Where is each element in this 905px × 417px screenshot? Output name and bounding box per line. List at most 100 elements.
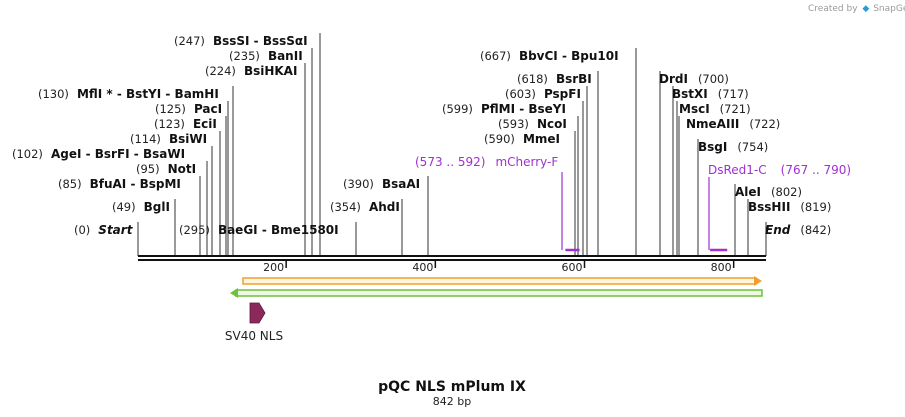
feature-layer: SV40 NLS xyxy=(225,276,763,343)
site-name: BfuAI - BspMI xyxy=(90,177,181,191)
site-bsssi[interactable]: (247) BssSI - BssSαI xyxy=(174,34,308,48)
site-pos: (354) xyxy=(330,200,361,214)
site-pos: (842) xyxy=(800,223,831,237)
feature-green-orf[interactable] xyxy=(230,288,763,298)
primer-layer: (573 .. 592) mCherry-F DsRed1-C (767 .. 790… xyxy=(415,155,851,252)
feature-sv40-nls[interactable]: SV40 NLS xyxy=(225,302,283,343)
site-label-ahdi: (354) AhdI xyxy=(330,200,400,214)
site-noti[interactable]: (95) NotI xyxy=(136,162,196,176)
site-ecii[interactable]: (123) EciI xyxy=(154,117,217,131)
site-label-bbvci: (667) BbvCI - Bpu10I xyxy=(480,49,619,63)
site-paci[interactable]: (125) PacI xyxy=(155,102,222,116)
site-drdi[interactable]: DrdI (700) xyxy=(659,72,729,86)
site-label-drdi: DrdI (700) xyxy=(659,72,729,86)
site-name: MflI * - BstYI - BamHI xyxy=(77,87,219,101)
site-label-bstxi: BstXI (717) xyxy=(672,87,749,101)
site-name: DrdI xyxy=(659,72,688,86)
site-pos: (722) xyxy=(749,117,780,131)
site-bsiwi[interactable]: (114) BsiWI xyxy=(130,132,207,146)
snapgene-logo-icon: ◆ xyxy=(862,4,869,14)
site-name: PspFI xyxy=(544,87,581,101)
site-bstxi[interactable]: BstXI (717) xyxy=(672,87,749,101)
site-start[interactable]: (0) Start xyxy=(74,223,134,237)
site-label-pflmi: (599) PflMI - BseYI xyxy=(442,102,566,116)
site-pos: (700) xyxy=(698,72,729,86)
site-label-paci: (125) PacI xyxy=(155,102,222,116)
site-pos: (721) xyxy=(720,102,751,116)
credit-brand: SnapGene xyxy=(873,4,905,14)
site-labels: (0) Start (49) BglI (85) BfuAI - BspMI(95) Not… xyxy=(12,34,831,237)
site-bbvci[interactable]: (667) BbvCI - Bpu10I xyxy=(480,49,619,63)
site-pos: (295) xyxy=(179,223,210,237)
site-label-baegi: (295) BaeGI - Bme1580I xyxy=(179,223,339,237)
site-pos: (49) xyxy=(112,200,136,214)
site-name: AleI xyxy=(735,185,761,199)
tick-label: 800 xyxy=(711,261,732,274)
primer-label: DsRed1-C (767 .. 790) xyxy=(708,163,851,177)
site-label-noti: (95) NotI xyxy=(136,162,196,176)
site-label-start: (0) Start xyxy=(74,223,134,237)
arrow-left-icon xyxy=(230,288,238,298)
primer-dsred1-c[interactable]: DsRed1-C (767 .. 790) xyxy=(708,163,851,252)
site-end[interactable]: End (842) xyxy=(765,223,831,237)
map-title: pQC NLS mPlum IX xyxy=(378,379,526,395)
site-name: BsrBI xyxy=(556,72,592,86)
site-label-mfli: (130) MflI * - BstYI - BamHI xyxy=(38,87,219,101)
site-label-ncoi: (593) NcoI xyxy=(498,117,567,131)
site-bgli[interactable]: (49) BglI xyxy=(112,200,170,214)
site-baegi[interactable]: (295) BaeGI - Bme1580I xyxy=(179,223,339,237)
site-bsihkai[interactable]: (224) BsiHKAI xyxy=(205,64,297,78)
site-pos: (717) xyxy=(718,87,749,101)
site-name: NmeAIII xyxy=(686,117,739,131)
credit-prefix: Created by xyxy=(808,4,858,14)
site-bfuai[interactable]: (85) BfuAI - BspMI xyxy=(58,177,181,191)
ruler: 200 400 600 800 xyxy=(263,261,735,274)
site-agei[interactable]: (102) AgeI - BsrFI - BsaWI xyxy=(12,147,185,161)
site-banii[interactable]: (235) BanII xyxy=(229,49,303,63)
site-label-pspfi: (603) PspFI xyxy=(505,87,581,101)
site-nmeaiii[interactable]: NmeAIII (722) xyxy=(686,117,780,131)
site-pos: (85) xyxy=(58,177,82,191)
site-label-bsshii: BssHII (819) xyxy=(748,200,831,214)
site-msci[interactable]: MscI (721) xyxy=(679,102,751,116)
site-label-bsssi: (247) BssSI - BssSαI xyxy=(174,34,308,48)
site-bsaai[interactable]: (390) BsaAI xyxy=(343,177,420,191)
site-pspfi[interactable]: (603) PspFI xyxy=(505,87,581,101)
site-pos: (125) xyxy=(155,102,186,116)
site-pos: (590) xyxy=(484,132,515,146)
primer-mcherry-f[interactable]: (573 .. 592) mCherry-F xyxy=(415,155,580,252)
arrow-right-icon xyxy=(754,276,762,286)
site-pos: (95) xyxy=(136,162,160,176)
feature-orange-orf[interactable] xyxy=(242,276,762,286)
site-mfli[interactable]: (130) MflI * - BstYI - BamHI xyxy=(38,87,219,101)
site-name: EciI xyxy=(193,117,217,131)
site-name: Start xyxy=(98,223,133,237)
site-name: BglI xyxy=(144,200,170,214)
site-bsrbi[interactable]: (618) BsrBI xyxy=(517,72,592,86)
site-pos: (667) xyxy=(480,49,511,63)
site-name: PflMI - BseYI xyxy=(481,102,566,116)
primer-label: (573 .. 592) mCherry-F xyxy=(415,155,558,169)
site-name: BanII xyxy=(268,49,303,63)
site-ncoi[interactable]: (593) NcoI xyxy=(498,117,567,131)
site-name: PacI xyxy=(194,102,222,116)
site-pos: (224) xyxy=(205,64,236,78)
site-mmei[interactable]: (590) MmeI xyxy=(484,132,560,146)
site-bsgi[interactable]: BsgI (754) xyxy=(698,140,768,154)
site-pos: (593) xyxy=(498,117,529,131)
site-pos: (603) xyxy=(505,87,536,101)
site-ahdi[interactable]: (354) AhdI xyxy=(330,200,400,214)
site-bsshii[interactable]: BssHII (819) xyxy=(748,200,831,214)
site-lines xyxy=(137,33,767,256)
ruler-tick-800: 800 xyxy=(711,261,735,274)
tick-label: 600 xyxy=(562,261,583,274)
site-label-end: End (842) xyxy=(765,223,831,237)
site-label-bgli: (49) BglI xyxy=(112,200,170,214)
site-alei[interactable]: AleI (802) xyxy=(735,185,802,199)
site-label-banii: (235) BanII xyxy=(229,49,303,63)
site-name: NotI xyxy=(168,162,197,176)
site-label-bsihkai: (224) BsiHKAI xyxy=(205,64,297,78)
site-pflmi[interactable]: (599) PflMI - BseYI xyxy=(442,102,566,116)
primer-range: (573 .. 592) xyxy=(415,155,485,169)
site-label-bsiwi: (114) BsiWI xyxy=(130,132,207,146)
